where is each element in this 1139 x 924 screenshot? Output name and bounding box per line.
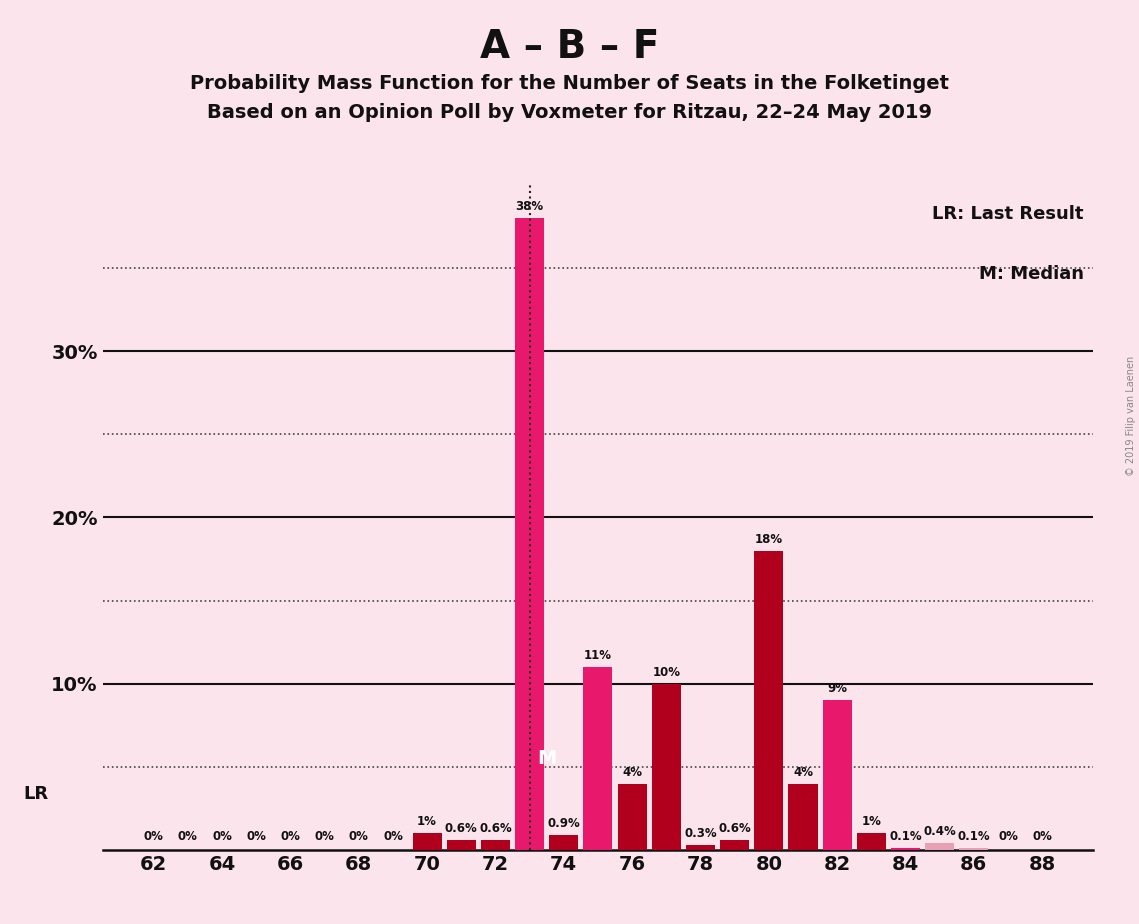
Bar	[617, 784, 647, 850]
Text: 0.6%: 0.6%	[719, 822, 751, 835]
Bar	[583, 667, 613, 850]
Text: 1%: 1%	[417, 816, 437, 829]
Text: M: M	[536, 749, 557, 768]
Text: A – B – F: A – B – F	[480, 28, 659, 66]
Text: 18%: 18%	[755, 533, 782, 546]
Bar	[446, 840, 476, 850]
Text: 4%: 4%	[793, 766, 813, 779]
Bar	[891, 848, 920, 850]
Text: 0%: 0%	[280, 831, 301, 844]
Text: LR: Last Result: LR: Last Result	[932, 205, 1083, 223]
Text: 9%: 9%	[827, 683, 847, 696]
Text: 0.3%: 0.3%	[685, 827, 716, 840]
Bar	[959, 848, 989, 850]
Bar	[754, 551, 784, 850]
Text: 0%: 0%	[314, 831, 335, 844]
Text: 0%: 0%	[349, 831, 369, 844]
Bar	[515, 218, 544, 850]
Bar	[412, 833, 442, 850]
Bar	[822, 700, 852, 850]
Text: 0%: 0%	[998, 831, 1018, 844]
Text: 1%: 1%	[861, 816, 882, 829]
Text: 0%: 0%	[1032, 831, 1052, 844]
Text: 0.4%: 0.4%	[924, 825, 956, 838]
Text: 0.1%: 0.1%	[890, 831, 921, 844]
Text: 0%: 0%	[383, 831, 403, 844]
Bar	[481, 840, 510, 850]
Bar	[925, 844, 954, 850]
Bar	[549, 835, 579, 850]
Bar	[652, 684, 681, 850]
Text: M: Median: M: Median	[978, 264, 1083, 283]
Text: 0%: 0%	[246, 831, 267, 844]
Text: © 2019 Filip van Laenen: © 2019 Filip van Laenen	[1126, 356, 1136, 476]
Bar	[788, 784, 818, 850]
Bar	[857, 833, 886, 850]
Text: 10%: 10%	[653, 666, 680, 679]
Text: 0%: 0%	[212, 831, 232, 844]
Bar	[720, 840, 749, 850]
Text: 0.6%: 0.6%	[480, 822, 511, 835]
Text: 4%: 4%	[622, 766, 642, 779]
Text: 0%: 0%	[144, 831, 164, 844]
Text: 0.1%: 0.1%	[958, 831, 990, 844]
Text: Probability Mass Function for the Number of Seats in the Folketinget: Probability Mass Function for the Number…	[190, 74, 949, 93]
Text: 38%: 38%	[516, 201, 543, 213]
Text: 0.6%: 0.6%	[445, 822, 477, 835]
Text: 0%: 0%	[178, 831, 198, 844]
Text: Based on an Opinion Poll by Voxmeter for Ritzau, 22–24 May 2019: Based on an Opinion Poll by Voxmeter for…	[207, 103, 932, 123]
Bar	[686, 845, 715, 850]
Text: 11%: 11%	[584, 650, 612, 663]
Text: 0.9%: 0.9%	[548, 817, 580, 830]
Text: LR: LR	[23, 784, 48, 803]
